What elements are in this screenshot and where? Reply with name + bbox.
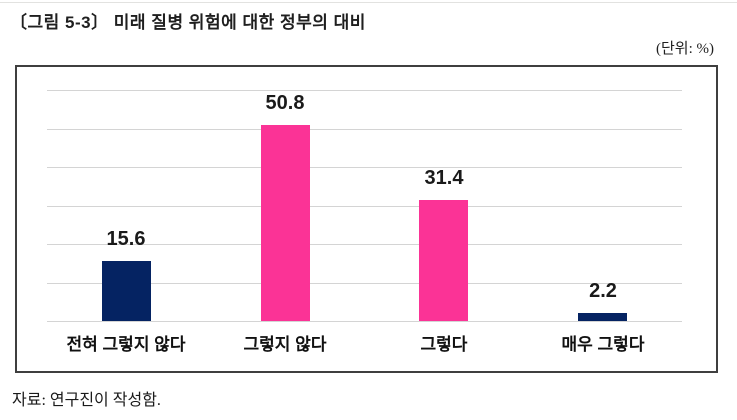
category-label-1: 전혀 그렇지 않다 [66, 335, 186, 354]
bar-3 [419, 200, 468, 321]
gridline-0 [47, 321, 682, 322]
gridline-10 [47, 283, 682, 284]
bar-value-label-2: 50.8 [265, 92, 305, 114]
gridline-60 [47, 90, 682, 91]
bar-value-label-4: 2.2 [589, 280, 617, 302]
bar-value-label-3: 31.4 [424, 167, 464, 189]
gridline-20 [47, 244, 682, 245]
gridline-50 [47, 129, 682, 130]
bar-1 [102, 261, 151, 321]
top-divider-line [0, 2, 737, 3]
category-label-2: 그렇지 않다 [243, 335, 327, 354]
bar-value-label-1: 15.6 [106, 228, 146, 250]
bar-4 [578, 313, 627, 321]
unit-label: (단위: %) [655, 41, 714, 57]
category-label-3: 그렇다 [420, 335, 468, 354]
gridline-40 [47, 167, 682, 168]
bar-chart: 15.6 전혀 그렇지 않다 50.8 그렇지 않다 31.4 그렇다 2.2 매우 그렇다 [15, 65, 718, 373]
category-label-4: 매우 그렇다 [561, 335, 645, 354]
bar-2 [261, 125, 310, 321]
gridline-30 [47, 206, 682, 207]
figure-title: 〔그림 5-3〕 미래 질병 위험에 대한 정부의 대비 [10, 13, 366, 32]
source-note: 자료: 연구진이 작성함. [12, 392, 161, 409]
